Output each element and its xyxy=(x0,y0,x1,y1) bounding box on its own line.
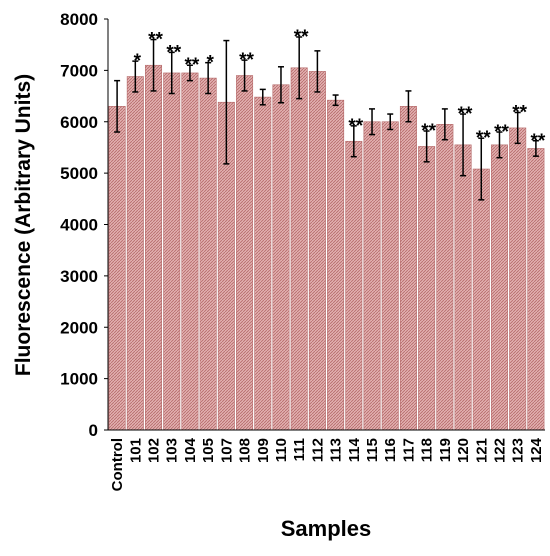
bar xyxy=(108,106,126,431)
bar xyxy=(163,72,181,431)
bar xyxy=(399,106,417,431)
bar xyxy=(454,144,472,431)
significance: ** xyxy=(166,42,181,63)
error-bar xyxy=(277,66,284,104)
error-bar xyxy=(186,64,193,82)
bar xyxy=(145,64,163,431)
error-bar xyxy=(168,51,175,95)
y-tick-label: 1000 xyxy=(60,370,98,389)
x-tick-label: 119 xyxy=(437,438,454,462)
y-tick-label: 0 xyxy=(89,421,98,440)
bar xyxy=(181,72,199,431)
y-tick-label: 6000 xyxy=(60,113,98,132)
bar xyxy=(126,76,144,431)
bar xyxy=(236,75,254,431)
error-bar xyxy=(423,130,430,163)
bar xyxy=(363,121,381,431)
x-tick-label: 103 xyxy=(164,438,181,463)
significance: ** xyxy=(348,116,363,137)
significance: ** xyxy=(294,27,309,48)
error-bar xyxy=(259,88,266,106)
error-bar xyxy=(369,108,376,136)
error-bar xyxy=(241,59,248,92)
x-tick-label: 102 xyxy=(146,438,163,463)
significance: * xyxy=(134,51,142,72)
y-tick-label: 7000 xyxy=(60,61,98,80)
x-tick-label: 101 xyxy=(127,438,144,463)
error-bar xyxy=(514,111,521,145)
error-bar xyxy=(460,113,467,177)
x-tick-label: Control xyxy=(109,438,126,491)
x-tick-label: 114 xyxy=(346,437,363,462)
x-tick-label: 104 xyxy=(182,437,199,463)
significance: ** xyxy=(421,121,436,142)
x-tick-label: 122 xyxy=(491,438,508,463)
significance: ** xyxy=(512,103,527,124)
error-bar xyxy=(387,113,394,131)
significance: ** xyxy=(476,128,491,149)
x-tick-label: 118 xyxy=(419,438,436,462)
significance: ** xyxy=(530,131,545,152)
error-bar xyxy=(205,61,212,95)
bar xyxy=(290,67,308,431)
error-bar xyxy=(350,125,357,158)
bar xyxy=(436,124,454,431)
error-bar xyxy=(532,140,539,157)
bar xyxy=(418,146,436,431)
x-tick-label: 105 xyxy=(200,438,217,463)
bar xyxy=(327,99,345,431)
error-bar xyxy=(296,36,303,100)
significance: ** xyxy=(185,55,200,76)
y-tick-label: 5000 xyxy=(60,164,98,183)
bar xyxy=(509,127,527,431)
x-tick-label: 110 xyxy=(273,438,290,462)
significance: ** xyxy=(148,30,163,51)
y-tick-label: 3000 xyxy=(60,267,98,286)
error-bar xyxy=(150,38,157,92)
x-tick-label: 115 xyxy=(364,438,381,462)
x-tick-label: 112 xyxy=(309,438,326,462)
error-bar xyxy=(223,39,230,165)
x-tick-label: 116 xyxy=(382,438,399,462)
x-tick-label: 124 xyxy=(528,437,545,463)
x-tick-label: 109 xyxy=(255,438,272,463)
y-axis-label: Fluorescence (Arbitrary Units) xyxy=(12,74,35,376)
bar xyxy=(490,144,508,431)
significance: ** xyxy=(239,50,254,71)
error-bar xyxy=(441,108,448,141)
x-tick-label: 120 xyxy=(455,438,472,463)
x-tick-label: 123 xyxy=(510,438,527,463)
bar xyxy=(527,148,545,431)
error-bar xyxy=(314,50,321,93)
x-tick-label: 107 xyxy=(218,438,235,463)
x-tick-label: 113 xyxy=(328,438,345,462)
bar xyxy=(472,168,490,431)
error-bar xyxy=(332,94,339,107)
bar xyxy=(308,71,326,431)
y-tick-label: 2000 xyxy=(60,318,98,337)
x-axis-label: Samples xyxy=(281,516,372,541)
x-tick-label: 121 xyxy=(473,438,490,463)
y-tick-label: 8000 xyxy=(60,10,98,29)
significance: ** xyxy=(458,104,473,125)
x-tick-label: 111 xyxy=(291,438,308,461)
error-bar xyxy=(114,79,121,133)
bar xyxy=(199,77,217,431)
error-bar xyxy=(496,131,503,159)
bar xyxy=(272,84,290,431)
bar xyxy=(381,121,399,431)
error-bar xyxy=(405,90,412,123)
x-tick-label: 108 xyxy=(237,438,254,463)
x-tick-label: 117 xyxy=(400,438,417,462)
significance: ** xyxy=(494,122,509,143)
significance: * xyxy=(206,53,214,74)
error-bar xyxy=(478,137,485,201)
bar xyxy=(345,140,363,431)
error-bar xyxy=(132,60,139,93)
y-tick-label: 4000 xyxy=(60,216,98,235)
bar xyxy=(254,96,272,431)
